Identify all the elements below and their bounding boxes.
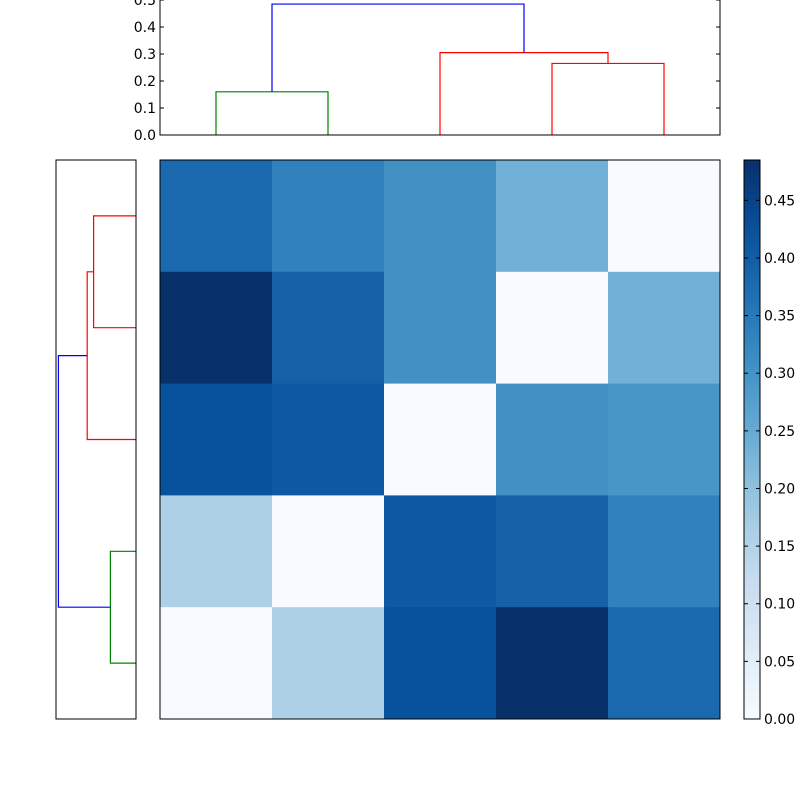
top-dendrogram-ytick-label: 0.2: [134, 74, 156, 90]
top-dendrogram-ytick-label: 0.4: [134, 20, 156, 36]
top-dendrogram-ytick-label: 0.3: [134, 47, 156, 63]
colorbar-tick-label: 0.15: [764, 539, 795, 555]
heatmap-cell: [272, 607, 385, 720]
heatmap-cell: [160, 495, 273, 608]
heatmap-cell: [608, 160, 721, 273]
heatmap-cell: [608, 271, 721, 385]
colorbar-tick-label: 0.00: [764, 712, 795, 728]
heatmap-frame: [159, 159, 721, 720]
top-dendrogram-frame: [159, 0, 721, 136]
heatmap-cell: [384, 607, 497, 720]
heatmap-cell: [384, 383, 497, 496]
colorbar-tick-label: 0.40: [764, 251, 795, 267]
heatmap-cell: [608, 383, 721, 496]
colorbar: 0.00 0.05 0.10 0.15 0.20 0.25 0.30 0.35 0.40 0.45: [743, 159, 795, 728]
left-dendrogram: [55, 159, 137, 720]
heatmap-cell: [384, 271, 497, 385]
top-dendrogram-link: [271, 3, 525, 92]
heatmap-cell: [384, 160, 497, 273]
heatmap-cell: [160, 160, 273, 273]
heatmap-cell: [608, 495, 721, 608]
heatmap-cell: [384, 495, 497, 608]
heatmap-cell: [496, 383, 609, 496]
top-dendrogram-ytick-label: 0.1: [134, 101, 156, 117]
colorbar-tick-label: 0.45: [764, 193, 795, 209]
heatmap-cell: [160, 383, 273, 496]
heatmap-cell: [496, 607, 609, 720]
colorbar-tick-label: 0.10: [764, 597, 795, 613]
heatmap-cell: [496, 160, 609, 273]
heatmap-cell: [608, 607, 721, 720]
heatmap-cell: [272, 383, 385, 496]
heatmap-cell: [272, 160, 385, 273]
heatmap-cell: [496, 271, 609, 385]
top-dendrogram-ytick-label: 0.5: [134, 0, 156, 9]
colorbar-tick-label: 0.05: [764, 654, 795, 670]
heatmap-cell: [160, 607, 273, 720]
colorbar-tick-label: 0.20: [764, 481, 795, 497]
colorbar-bar: [743, 159, 761, 720]
colorbar-tick-label: 0.30: [764, 366, 795, 382]
heatmap-cell: [272, 495, 385, 608]
colorbar-tick-label: 0.25: [764, 424, 795, 440]
left-dendrogram-link: [57, 355, 111, 608]
heatmap-cell: [496, 495, 609, 608]
left-dendrogram-frame: [55, 159, 137, 720]
heatmap-cell: [272, 271, 385, 385]
heatmap-cell: [160, 271, 273, 385]
top-dendrogram: 0.0 0.1 0.2 0.3 0.4 0.5: [134, 0, 721, 144]
top-dendrogram-ytick-label: 0.0: [134, 128, 156, 144]
heatmap: [159, 159, 721, 720]
colorbar-tick-label: 0.35: [764, 309, 795, 325]
